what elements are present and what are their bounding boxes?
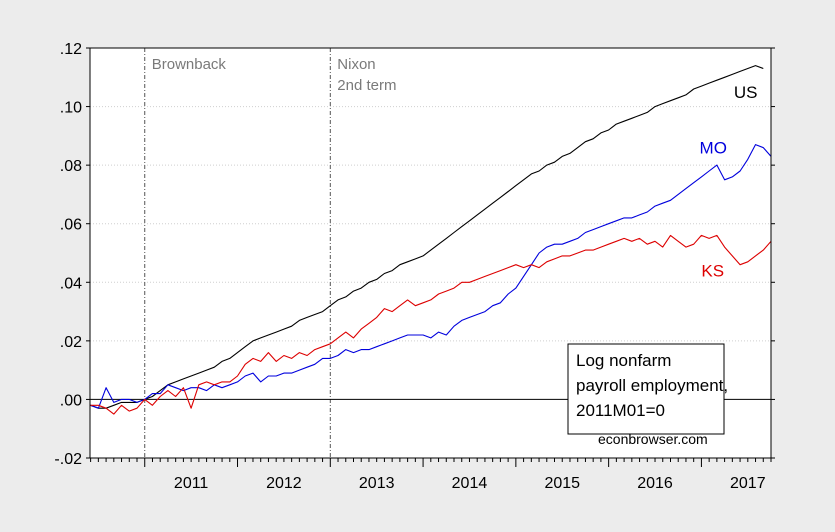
annotation-box: Log nonfarm payroll employment, 2011M01=…	[567, 343, 728, 447]
series-line-ks	[90, 234, 772, 415]
x-tick-label: 2012	[266, 475, 302, 492]
x-tick-label: 2016	[637, 475, 673, 492]
x-tick-label: 2014	[452, 475, 488, 492]
y-tick-label: .08	[60, 158, 82, 175]
y-tick-label: .10	[60, 100, 82, 117]
y-tick-label: -.02	[54, 451, 82, 468]
event-label: Brownback	[152, 56, 227, 73]
series-label-mo: MO	[700, 138, 727, 157]
y-tick-label: .04	[60, 275, 82, 292]
series-line-mo	[90, 144, 772, 409]
x-tick-label: 2013	[359, 475, 395, 492]
x-tick-label: 2011	[174, 475, 209, 492]
x-tick-label: 2017	[730, 475, 766, 492]
event-lines: Brownback Nixon 2nd term	[144, 48, 397, 458]
series-label-ks: KS	[701, 261, 724, 280]
source-credit: econbrowser.com	[598, 431, 708, 447]
series-labels: US MO KS	[700, 83, 758, 281]
annotation-line-3: 2011M01=0	[576, 401, 665, 420]
x-tick-label: 2015	[544, 475, 580, 492]
event-label: Nixon	[337, 56, 375, 73]
annotation-line-1: Log nonfarm	[576, 351, 671, 370]
y-tick-label: .12	[60, 41, 82, 58]
x-axis-ticks: 2011 2012 2013 2014 2015 2016 2017	[90, 458, 772, 492]
event-label: 2nd term	[337, 77, 396, 94]
series-label-us: US	[734, 83, 758, 102]
y-tick-label: .02	[60, 334, 82, 351]
series-line-us	[90, 65, 764, 409]
annotation-frame	[567, 343, 725, 435]
y-tick-label: .00	[60, 392, 82, 409]
series-lines	[90, 65, 772, 415]
annotation-line-2: payroll employment,	[576, 376, 728, 395]
y-axis-ticks: .12 .10 .08 .06 .04 .02 .00 -.02	[54, 41, 775, 468]
y-tick-label: .06	[60, 217, 82, 234]
